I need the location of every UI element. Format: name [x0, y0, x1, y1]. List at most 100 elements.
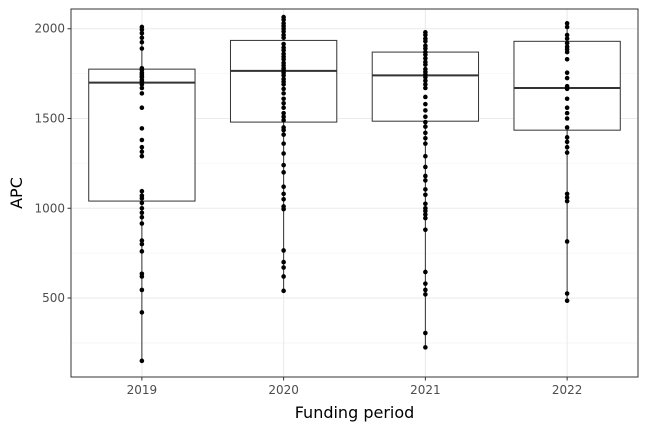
data-point: [564, 291, 570, 296]
data-point: [281, 29, 286, 34]
data-point: [423, 201, 428, 207]
data-point: [139, 274, 145, 279]
data-point: [281, 288, 286, 294]
data-point: [139, 137, 145, 143]
data-point: [423, 173, 428, 179]
data-point: [423, 85, 428, 91]
data-point: [423, 39, 428, 44]
data-point: [564, 135, 570, 140]
x-tick-label: 2022: [552, 383, 583, 397]
data-point: [281, 105, 286, 111]
y-tick-label: 1000: [34, 201, 65, 215]
data-point: [139, 221, 145, 226]
data-point: [139, 82, 145, 87]
x-tick-label: 2021: [410, 383, 441, 397]
data-point: [281, 73, 286, 78]
data-point: [564, 49, 570, 55]
data-point: [281, 127, 286, 133]
data-point: [139, 210, 145, 216]
data-point: [281, 91, 286, 96]
data-point: [281, 151, 286, 156]
data-point: [281, 196, 286, 202]
data-point: [139, 287, 145, 293]
data-point: [564, 70, 570, 76]
data-point: [139, 105, 145, 111]
data-point: [423, 141, 428, 146]
data-point: [564, 125, 570, 130]
data-point: [139, 39, 145, 45]
data-point: [139, 35, 145, 41]
data-point: [423, 227, 428, 233]
data-point: [139, 310, 145, 315]
data-point: [564, 75, 570, 81]
data-point: [423, 330, 428, 336]
data-point: [423, 208, 428, 214]
data-point: [281, 191, 286, 197]
data-point: [423, 82, 428, 87]
data-point: [564, 105, 570, 111]
data-point: [564, 298, 570, 304]
data-point: [139, 149, 145, 155]
data-point: [564, 24, 570, 30]
data-point: [281, 100, 286, 106]
panel-border: [70, 8, 639, 378]
data-point: [139, 214, 145, 220]
x-axis: 2019 2020 2021 2022: [127, 377, 583, 397]
data-point: [564, 239, 570, 244]
data-point: [139, 91, 145, 96]
data-point: [423, 32, 428, 38]
data-point: [423, 130, 428, 136]
data-point: [281, 56, 286, 62]
data-point: [139, 30, 145, 36]
data-point: [139, 196, 145, 201]
data-point: [281, 110, 286, 116]
data-point: [281, 265, 286, 270]
data-point: [564, 40, 570, 46]
data-point: [423, 119, 428, 125]
data-points: [139, 14, 570, 364]
data-point: [281, 114, 286, 120]
data-point: [281, 259, 286, 265]
y-axis-title: APC: [7, 177, 26, 209]
data-point: [423, 101, 428, 107]
data-point: [423, 46, 428, 51]
data-point: [139, 126, 145, 131]
data-point: [423, 215, 428, 221]
data-point: [564, 150, 570, 155]
data-point: [564, 96, 570, 102]
data-point: [139, 238, 145, 243]
data-point: [564, 21, 570, 26]
data-point: [564, 32, 570, 38]
data-point: [423, 164, 428, 170]
data-point: [564, 116, 570, 121]
data-point: [281, 162, 286, 168]
data-point: [564, 86, 570, 92]
data-point: [281, 82, 286, 87]
data-point: [281, 170, 286, 175]
data-point: [564, 36, 570, 41]
data-point: [423, 269, 428, 275]
data-point: [281, 35, 286, 41]
data-point: [423, 281, 428, 286]
data-point: [564, 191, 570, 197]
data-point: [281, 41, 286, 47]
data-point: [423, 135, 428, 141]
data-point: [423, 187, 428, 192]
x-axis-title: Funding period: [295, 403, 415, 422]
data-point: [139, 358, 145, 364]
data-point: [423, 108, 428, 113]
data-point: [139, 241, 145, 247]
data-point: [423, 52, 428, 58]
data-point: [139, 27, 145, 32]
data-point: [281, 184, 286, 190]
data-point: [139, 249, 145, 254]
data-point: [139, 200, 145, 206]
data-point: [423, 345, 428, 350]
data-point: [281, 17, 286, 23]
data-point: [423, 212, 428, 217]
x-tick-label: 2019: [127, 383, 158, 397]
data-point: [564, 110, 570, 116]
data-point: [564, 198, 570, 204]
data-point: [423, 94, 428, 100]
